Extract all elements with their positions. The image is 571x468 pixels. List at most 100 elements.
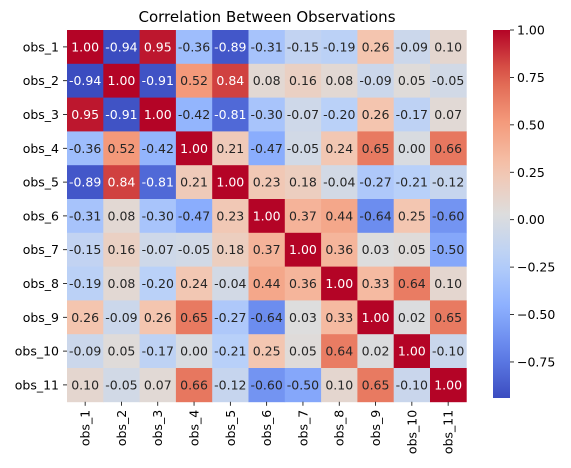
heatmap-cell-obs_8-obs_6 (248, 266, 286, 301)
column-label-obs_6: obs_6 (259, 410, 274, 446)
heatmap-cell-obs_11-obs_7 (284, 368, 322, 403)
row-labels: obs_1 obs_2 obs_3 obs_4 obs_5 obs_6 obs_7 obs_8… (15, 39, 67, 392)
heatmap-cell-obs_5-obs_11 (430, 165, 467, 200)
heatmap-cell-obs_1-obs_2 (103, 30, 140, 65)
cell-value-label-obs_4-obs_10: 0.00 (398, 141, 426, 156)
cell-value-label-obs_11-obs_9: 0.65 (362, 377, 390, 392)
heatmap-cell-obs_6-obs_2 (103, 199, 140, 234)
heatmap-cell-obs_10-obs_2 (103, 334, 140, 369)
cell-value-label-obs_2-obs_8: 0.08 (325, 73, 353, 88)
heatmap-cell-obs_9-obs_9 (357, 300, 395, 335)
cell-value-label-obs_3-obs_3: 1.00 (144, 107, 172, 122)
heatmap-cell-obs_7-obs_2 (103, 232, 140, 267)
heatmap-cell-obs_10-obs_4 (175, 334, 213, 369)
column-labels: obs_1 obs_2 obs_3 obs_4 obs_5 obs_6 obs_7 obs_8… (78, 401, 456, 454)
cell-value-label-obs_9-obs_9: 1.00 (362, 310, 390, 325)
row-label-obs_2: obs_2 (23, 73, 59, 88)
heatmap-cell-obs_4-obs_2 (103, 131, 140, 166)
cell-value-label-obs_5-obs_11: -0.12 (432, 175, 464, 190)
heatmap-cell-obs_2-obs_2 (103, 63, 140, 98)
row-label-obs_10: obs_10 (15, 344, 59, 359)
heatmap-cell-obs_5-obs_3 (139, 165, 177, 200)
cell-value-label-obs_2-obs_7: 0.16 (289, 73, 317, 88)
cell-value-label-obs_10-obs_5: -0.21 (214, 344, 246, 359)
cell-value-label-obs_8-obs_11: 0.10 (434, 276, 462, 291)
row-label-obs_6: obs_6 (23, 208, 59, 223)
heatmap-cell-obs_1-obs_1 (67, 30, 104, 65)
cell-value-label-obs_9-obs_3: 0.26 (144, 310, 172, 325)
heatmap-cell-obs_2-obs_7 (284, 63, 322, 98)
cell-value-label-obs_2-obs_5: 0.84 (216, 73, 244, 88)
cell-value-label-obs_3-obs_11: 0.07 (434, 107, 462, 122)
heatmap-cell-obs_3-obs_5 (212, 97, 249, 132)
cell-value-label-obs_10-obs_8: 0.64 (325, 344, 353, 359)
cell-value-label-obs_8-obs_6: 0.44 (253, 276, 281, 291)
cell-value-label-obs_10-obs_3: -0.17 (142, 344, 174, 359)
heatmap-cell-obs_5-obs_2 (103, 165, 140, 200)
heatmap-cell-obs_9-obs_11 (430, 300, 467, 335)
cell-value-label-obs_3-obs_5: -0.81 (214, 107, 246, 122)
cell-value-label-obs_6-obs_11: -0.60 (432, 208, 464, 223)
cell-value-label-obs_5-obs_5: 1.00 (216, 175, 244, 190)
cell-value-label-obs_7-obs_6: 0.37 (253, 242, 281, 257)
cell-value-label-obs_11-obs_7: -0.50 (287, 377, 319, 392)
cell-value-label-obs_3-obs_8: -0.20 (323, 107, 355, 122)
heatmap-cell-obs_4-obs_11 (430, 131, 467, 166)
cell-value-label-obs_10-obs_6: 0.25 (253, 344, 281, 359)
heatmap-cell-obs_5-obs_6 (248, 165, 286, 200)
column-label-obs_11: obs_11 (441, 410, 456, 454)
cell-value-label-obs_11-obs_8: 0.10 (325, 377, 353, 392)
cell-value-label-obs_1-obs_2: -0.94 (105, 39, 137, 54)
cell-value-label-obs_3-obs_7: -0.07 (287, 107, 319, 122)
heatmap-cell-obs_3-obs_7 (284, 97, 322, 132)
row-label-obs_5: obs_5 (23, 175, 59, 190)
cell-value-label-obs_4-obs_3: -0.42 (142, 141, 174, 156)
cell-value-label-obs_5-obs_2: 0.84 (108, 175, 136, 190)
row-label-obs_3: obs_3 (23, 107, 59, 122)
cell-value-label-obs_4-obs_7: -0.05 (287, 141, 319, 156)
cell-value-label-obs_8-obs_10: 0.64 (398, 276, 426, 291)
heatmap-cell-obs_1-obs_6 (248, 30, 286, 65)
cell-value-label-obs_7-obs_4: -0.05 (178, 242, 210, 257)
cell-value-label-obs_7-obs_10: 0.05 (398, 242, 426, 257)
heatmap-cell-obs_2-obs_9 (357, 63, 395, 98)
heatmap-cell-obs_5-obs_8 (321, 165, 358, 200)
heatmap-cell-obs_4-obs_6 (248, 131, 286, 166)
cell-value-label-obs_2-obs_11: -0.05 (432, 73, 464, 88)
cell-value-label-obs_9-obs_11: 0.65 (434, 310, 462, 325)
heatmap-cell-obs_3-obs_6 (248, 97, 286, 132)
heatmap-cell-obs_8-obs_8 (321, 266, 358, 301)
heatmap-cell-obs_3-obs_9 (357, 97, 395, 132)
cell-value-label-obs_6-obs_7: 0.37 (289, 208, 317, 223)
heatmap-cell-obs_3-obs_10 (393, 97, 431, 132)
heatmap-cell-obs_8-obs_4 (175, 266, 213, 301)
cell-value-label-obs_4-obs_8: 0.24 (325, 141, 353, 156)
cell-value-label-obs_4-obs_1: -0.36 (69, 141, 101, 156)
heatmap-cell-obs_4-obs_3 (139, 131, 177, 166)
cell-value-label-obs_1-obs_6: -0.31 (250, 39, 282, 54)
heatmap-cell-obs_4-obs_5 (212, 131, 249, 166)
cell-value-label-obs_6-obs_1: -0.31 (69, 208, 101, 223)
cell-value-label-obs_5-obs_8: -0.04 (323, 175, 355, 190)
chart-title: Correlation Between Observations (138, 8, 395, 26)
heatmap-cell-obs_11-obs_1 (67, 368, 104, 403)
cell-value-label-obs_3-obs_4: -0.42 (178, 107, 210, 122)
cell-value-label-obs_4-obs_4: 1.00 (180, 141, 208, 156)
heatmap-cell-obs_6-obs_11 (430, 199, 467, 234)
heatmap-cell-obs_10-obs_8 (321, 334, 358, 369)
heatmap-cell-obs_4-obs_10 (393, 131, 431, 166)
heatmap-cell-obs_9-obs_4 (175, 300, 213, 335)
heatmap-cell-obs_6-obs_6 (248, 199, 286, 234)
cell-value-label-obs_10-obs_10: 1.00 (398, 344, 426, 359)
cell-value-label-obs_11-obs_4: 0.66 (180, 377, 208, 392)
heatmap-cell-obs_6-obs_7 (284, 199, 322, 234)
column-label-obs_3: obs_3 (150, 410, 165, 446)
cell-value-label-obs_7-obs_8: 0.36 (325, 242, 353, 257)
heatmap-cell-obs_2-obs_11 (430, 63, 467, 98)
heatmap-cell-obs_4-obs_7 (284, 131, 322, 166)
heatmap-cell-obs_10-obs_11 (430, 334, 467, 369)
cell-value-label-obs_9-obs_6: -0.64 (250, 310, 282, 325)
heatmap-cell-obs_3-obs_3 (139, 97, 177, 132)
heatmap-cell-obs_10-obs_5 (212, 334, 249, 369)
heatmap-cell-obs_7-obs_7 (284, 232, 322, 267)
